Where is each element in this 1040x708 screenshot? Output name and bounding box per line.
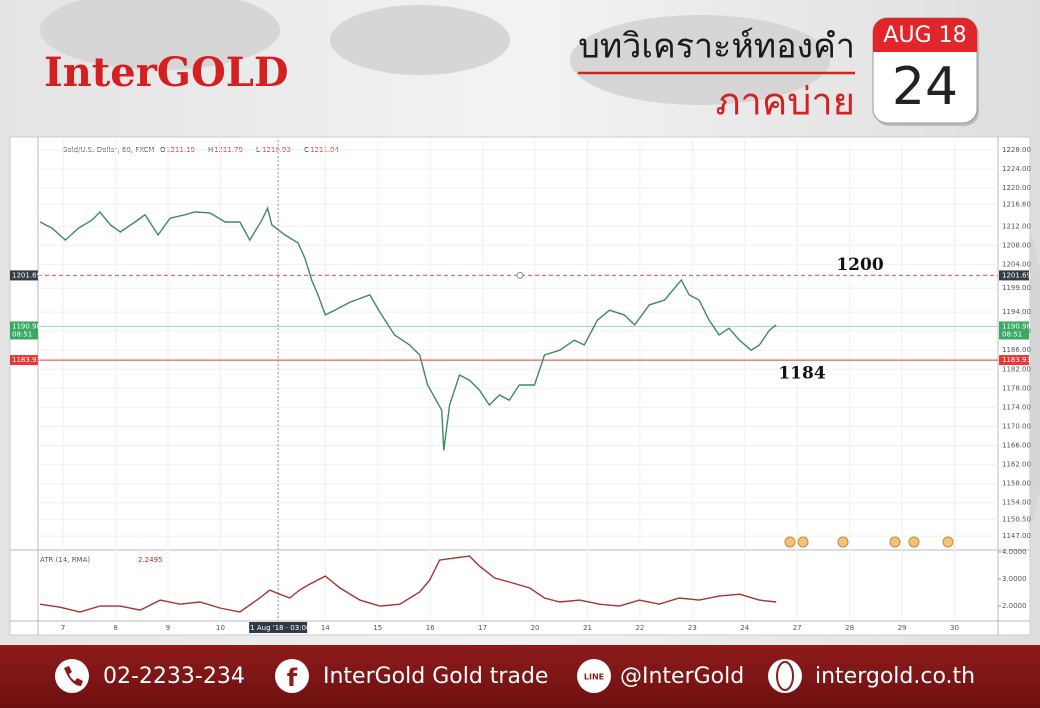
y-tick-label: 1147.00 [1002, 532, 1031, 540]
event-flag [837, 536, 849, 548]
x-tick-label: 30 [950, 624, 959, 632]
calendar-day: 24 [892, 57, 958, 117]
price-tag-time: 08:51 [1002, 330, 1022, 338]
event-flag [797, 536, 809, 548]
y-tick-label: 1166.00 [1002, 442, 1031, 450]
footer-line: @InterGold [620, 664, 744, 689]
title: บทวิเคราะห์ทองคำ [578, 27, 855, 67]
y-tick-label: 1154.00 [1002, 499, 1031, 507]
x-tick-label: 17 [478, 624, 487, 632]
y-tick-label: 1158.00 [1002, 480, 1031, 488]
price-tag-time-left: 08:51 [12, 330, 32, 338]
footer-facebook: InterGold Gold trade [323, 664, 548, 689]
event-flag [908, 536, 920, 548]
globe-glyph [776, 661, 794, 691]
x-tick-label: 8 [113, 624, 117, 632]
y-tick-label: 1228.00 [1002, 146, 1031, 154]
crosshair-tag [249, 622, 308, 633]
x-tick-label: 21 [583, 624, 592, 632]
y-tick-label: 1174.00 [1002, 403, 1031, 411]
x-tick-label: 20 [531, 624, 540, 632]
plot-layer: O1211.19H1211.79L1210.93C1211.041228.001… [10, 140, 1031, 633]
footer-band [0, 645, 1040, 708]
y-tick-label: 1212.00 [1002, 222, 1031, 230]
logo: InterGOLD [44, 49, 289, 96]
y-tick-label: 4.0000 [1002, 548, 1027, 556]
event-flag [942, 536, 954, 548]
y-tick-label: 1182.00 [1002, 365, 1031, 373]
line-glyph: LINE [584, 673, 604, 682]
price-tag [999, 321, 1029, 340]
price-tag-label: 1190.98 [1002, 322, 1031, 330]
annotation: 1200 [836, 255, 883, 275]
x-tick-label: 22 [635, 624, 644, 632]
y-tick-label: 1178.00 [1002, 384, 1031, 392]
atr-value: 2.2495 [138, 556, 163, 564]
price-tag [999, 270, 1029, 281]
x-tick-label: 11 Aug '18 · 03:00 [246, 624, 311, 632]
calendar: AUG 18 24 [872, 17, 979, 126]
facebook-icon [275, 659, 309, 693]
level-handle [516, 271, 524, 279]
price-tag-label-left: 1183.93 [12, 356, 41, 364]
y-tick-label: 1162.00 [1002, 461, 1031, 469]
y-tick-label: 1224.00 [1002, 165, 1031, 173]
x-tick-label: 24 [740, 624, 749, 632]
calendar-month: AUG 18 [883, 23, 966, 48]
footer: 02-2233-234 f InterGold Gold trade LINE … [55, 659, 975, 693]
line-icon [577, 659, 611, 693]
price-tag-label: 1201.69 [1002, 271, 1031, 279]
event-flag [889, 536, 901, 548]
y-tick-label: 2.0000 [1002, 602, 1027, 610]
footer-phone: 02-2233-234 [103, 664, 245, 689]
x-tick-label: 9 [166, 624, 170, 632]
price-tag-left [10, 321, 38, 340]
x-tick-label: 28 [845, 624, 854, 632]
price-tag-left [10, 270, 38, 281]
chart-panel [9, 136, 1031, 636]
price-tag-label: 1183.93 [1002, 356, 1031, 364]
y-tick-label: 1170.00 [1002, 422, 1031, 430]
y-tick-label: 1204.00 [1002, 260, 1031, 268]
event-flag [784, 536, 796, 548]
y-tick-label: 1220.00 [1002, 184, 1031, 192]
y-tick-label: 1186.00 [1002, 346, 1031, 354]
price-line [39, 555, 777, 613]
price-tag-label-left: 1190.98 [12, 322, 41, 330]
y-tick-label: 1199.00 [1002, 284, 1031, 292]
x-tick-label: 23 [688, 624, 697, 632]
x-tick-label: 27 [793, 624, 802, 632]
facebook-glyph: f [287, 664, 298, 692]
y-tick-label: 1150.50 [1002, 515, 1031, 523]
x-tick-label: 29 [898, 624, 907, 632]
price-tag-left [10, 355, 38, 366]
annotation: 1184 [778, 364, 825, 384]
y-tick-label: 3.0000 [1002, 575, 1027, 583]
globe-icon [768, 659, 802, 693]
x-tick-label: 10 [216, 624, 225, 632]
phone-glyph [64, 666, 83, 686]
price-line [39, 206, 777, 451]
y-tick-label: 1216.60 [1002, 200, 1031, 208]
x-tick-label: 16 [426, 624, 435, 632]
price-tag-label-left: 1201.69 [12, 271, 41, 279]
phone-icon [55, 659, 89, 693]
x-tick-label: 15 [373, 624, 382, 632]
y-tick-label: 1208.00 [1002, 241, 1031, 249]
price-tag [999, 355, 1029, 366]
y-tick-label: 1194.00 [1002, 308, 1031, 316]
x-tick-label: 7 [61, 624, 65, 632]
footer-website: intergold.co.th [815, 664, 975, 689]
atr-title: ATR (14, RMA) [40, 556, 90, 564]
x-tick-label: 14 [321, 624, 330, 632]
subtitle: ภาคบ่าย [715, 80, 855, 124]
calendar-header [873, 18, 977, 52]
